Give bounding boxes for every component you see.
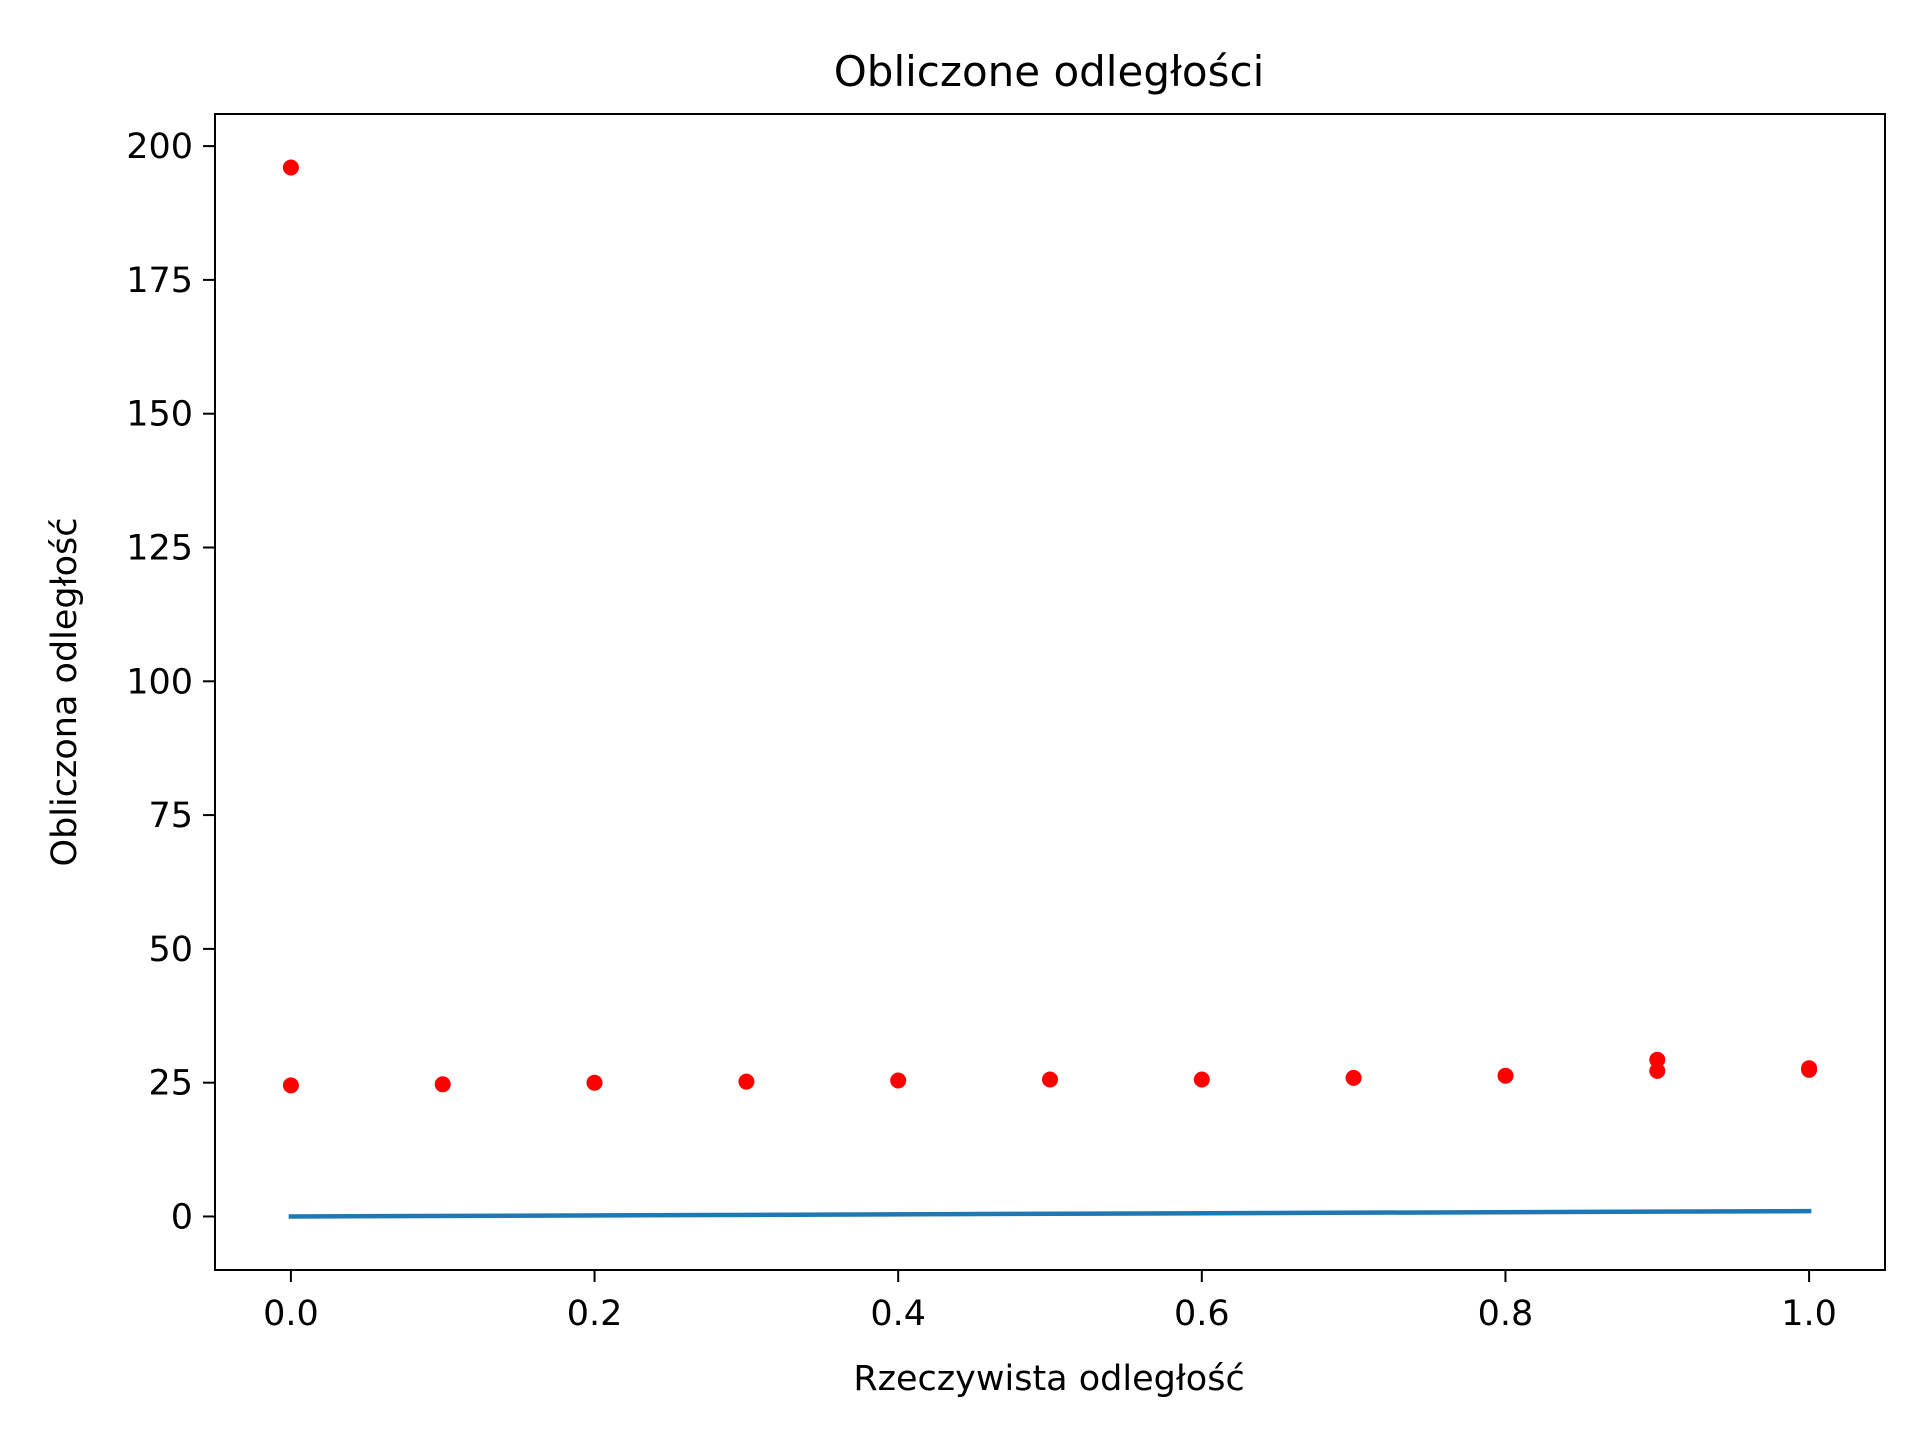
data-point [434, 1076, 451, 1093]
x-tick-label: 0.8 [1478, 1294, 1534, 1334]
y-tick-label: 150 [126, 395, 193, 435]
x-axis-title: Rzeczywista odległość [853, 1359, 1244, 1399]
y-tick-label: 125 [126, 529, 193, 569]
data-point [1345, 1069, 1362, 1086]
data-point [1193, 1071, 1210, 1088]
data-point [282, 1077, 299, 1094]
y-tick-label: 75 [148, 796, 193, 836]
data-point [1649, 1062, 1666, 1079]
y-axis-title: Obliczona odległość [45, 518, 85, 867]
y-tick-label: 25 [148, 1064, 193, 1104]
x-tick-label: 1.0 [1781, 1294, 1837, 1334]
x-tick-label: 0.4 [870, 1294, 926, 1334]
data-point [1801, 1061, 1818, 1078]
y-tick-label: 175 [126, 261, 193, 301]
data-point [890, 1072, 907, 1089]
data-point [1497, 1067, 1514, 1084]
data-point [282, 159, 299, 176]
y-tick-label: 0 [171, 1197, 193, 1237]
series-line [288, 1208, 1812, 1219]
x-tick-label: 0.2 [567, 1294, 623, 1334]
x-tick-label: 0.0 [263, 1294, 319, 1334]
data-point [1042, 1071, 1058, 1088]
plot-frame [214, 113, 1886, 1271]
y-tick-label: 200 [126, 127, 193, 167]
chart-title: Obliczone odległości [834, 47, 1265, 96]
y-tick-label: 50 [148, 930, 193, 970]
data-point [738, 1073, 755, 1090]
plot-area: 0.0 0.2 0.4 0.6 0.8 1.0 0 25 50 75 100 125 150 175 200 [126, 113, 1886, 1334]
y-tick-label: 100 [126, 662, 193, 702]
data-point [1649, 1051, 1666, 1068]
data-point [586, 1074, 603, 1091]
x-tick-label: 0.6 [1174, 1294, 1230, 1334]
